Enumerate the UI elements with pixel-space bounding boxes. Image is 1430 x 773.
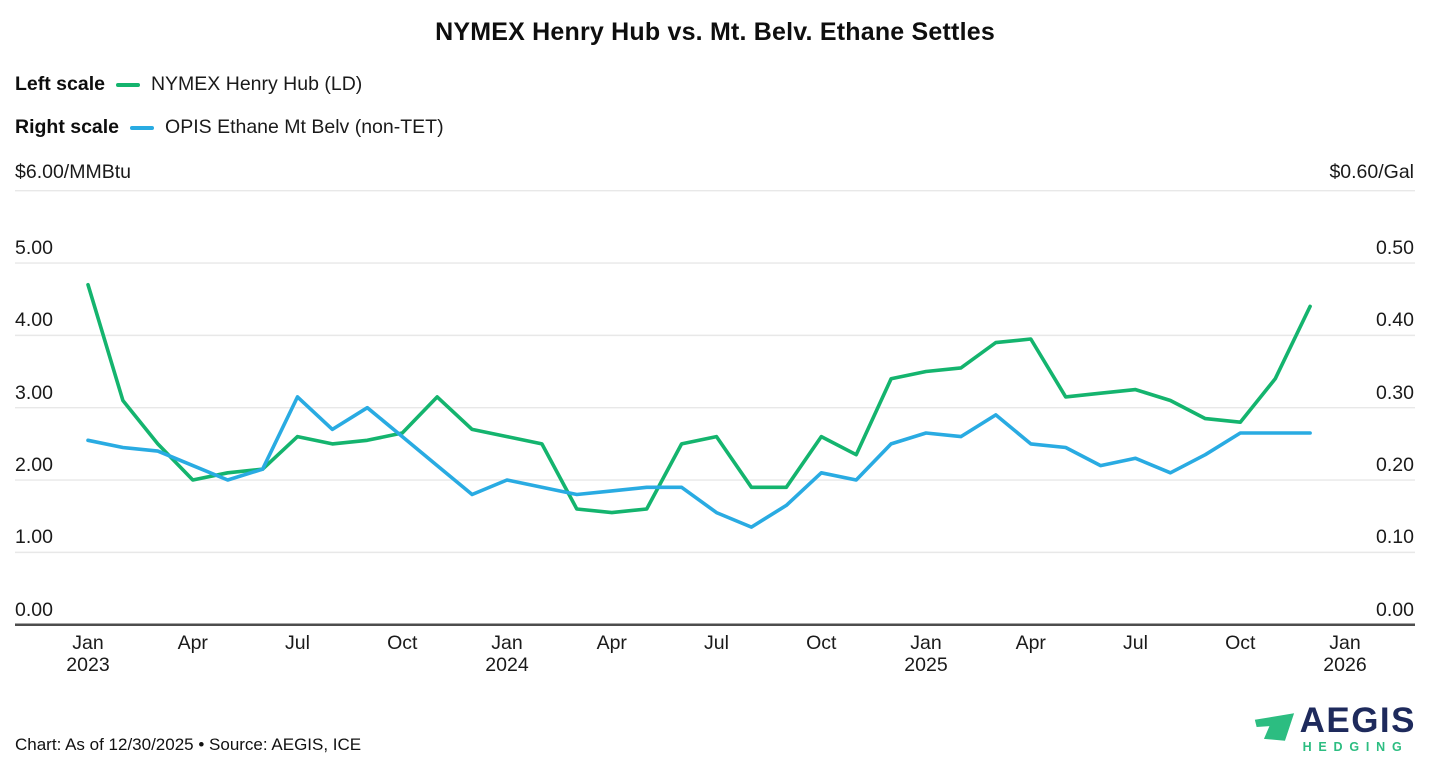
x-axis-tick-month: Jul	[704, 632, 729, 654]
x-axis-tick-month: Apr	[177, 632, 208, 654]
chart-title: NYMEX Henry Hub vs. Mt. Belv. Ethane Set…	[435, 18, 995, 46]
x-axis-tick-year: 2026	[1323, 654, 1367, 676]
y-axis-tick-right: 0.30	[1376, 381, 1414, 404]
legend-scale-label-right: Right scale	[15, 116, 120, 138]
x-axis-tick-month: Jul	[285, 632, 310, 654]
y-axis-tick-left: 0.00	[15, 598, 53, 621]
aegis-logo: AEGIS HEDGING	[1253, 702, 1416, 754]
x-axis-tick-year: 2023	[66, 654, 110, 676]
logo-subtext: HEDGING	[1302, 740, 1409, 754]
x-axis-tick-month: Oct	[387, 632, 418, 654]
y-axis-tick-left: 3.00	[15, 381, 53, 404]
x-axis-tick-month: Oct	[806, 632, 837, 654]
series-line-ethane	[86, 395, 1312, 529]
legend-series-label-ethane: OPIS Ethane Mt Belv (non-TET)	[165, 116, 444, 138]
legend-series-label-henry-hub: NYMEX Henry Hub (LD)	[150, 73, 363, 95]
y-axis-tick-right: 0.20	[1376, 454, 1414, 477]
x-axis-tick-month: Jul	[1123, 632, 1148, 654]
ethane-series-swatch	[130, 125, 155, 130]
y-axis-tick-right: 0.00	[1376, 598, 1414, 621]
x-axis-tick-year: 2025	[904, 654, 948, 676]
y-axis-tick-right: 0.50	[1376, 237, 1414, 260]
henry-hub-series-swatch	[115, 82, 140, 87]
footer-caption: Chart: As of 12/30/2025 • Source: AEGIS,…	[15, 735, 362, 754]
x-axis-tick-month: Jan	[72, 632, 104, 654]
x-axis-tick-month: Jan	[910, 632, 942, 654]
y-axis-tick-left: 1.00	[15, 526, 53, 549]
legend-row-left-scale: Left scale NYMEX Henry Hub (LD)	[15, 73, 362, 96]
x-axis-tick-month: Oct	[1225, 632, 1256, 654]
legend-scale-label-left: Left scale	[15, 73, 105, 95]
y-axis-tick-left: 2.00	[15, 454, 53, 477]
y-axis-tick-left: 4.00	[15, 309, 53, 332]
left-axis-unit-caption: $6.00/MMBtu	[15, 161, 131, 183]
y-axis-tick-left: 5.00	[15, 237, 53, 260]
x-axis-tick-month: Jan	[1329, 632, 1361, 654]
x-axis-tick-month: Jan	[491, 632, 523, 654]
logo-wordmark: AEGIS	[1299, 701, 1416, 740]
legend-row-right-scale: Right scale OPIS Ethane Mt Belv (non-TET…	[15, 116, 444, 139]
x-axis-tick-month: Apr	[596, 632, 627, 654]
x-axis-tick-month: Apr	[1015, 632, 1046, 654]
series-line-henry-hub	[86, 282, 1312, 515]
x-axis-tick-year: 2024	[485, 654, 529, 676]
y-axis-tick-right: 0.10	[1376, 526, 1414, 549]
y-axis-tick-right: 0.40	[1376, 309, 1414, 332]
right-axis-unit-caption: $0.60/Gal	[1329, 161, 1414, 183]
aegis-logo-flag-icon	[1254, 713, 1294, 741]
